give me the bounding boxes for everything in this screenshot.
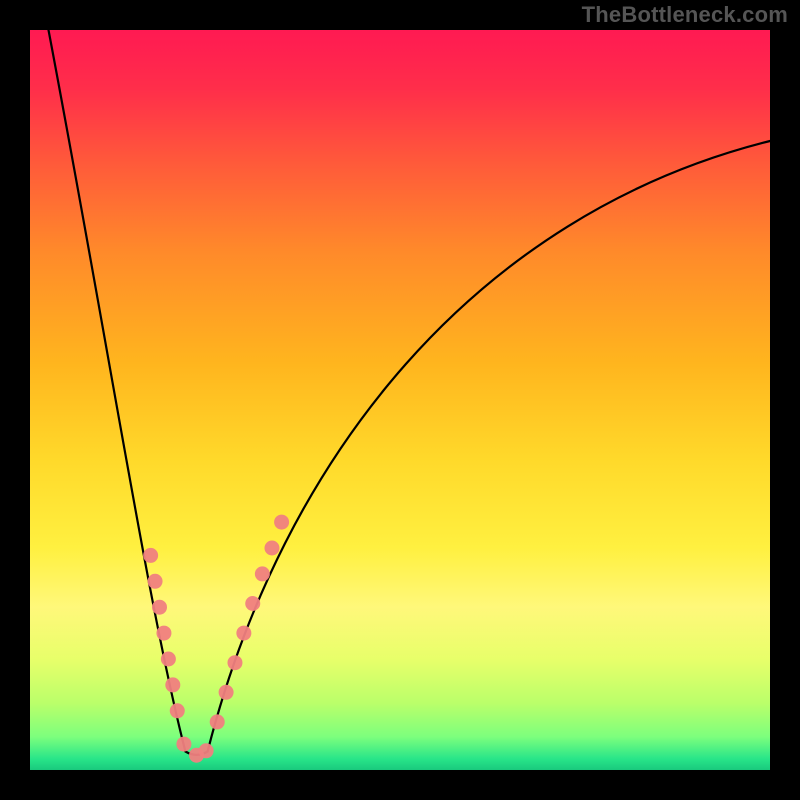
data-marker <box>255 566 270 581</box>
data-marker <box>227 655 242 670</box>
data-marker <box>245 596 260 611</box>
plot-area <box>30 30 770 770</box>
data-marker <box>264 541 279 556</box>
data-marker <box>210 714 225 729</box>
watermark-text: TheBottleneck.com <box>582 2 788 28</box>
data-marker <box>236 626 251 641</box>
chart-stage: TheBottleneck.com <box>0 0 800 800</box>
data-marker <box>219 685 234 700</box>
data-marker <box>148 574 163 589</box>
data-marker <box>161 652 176 667</box>
data-marker <box>170 703 185 718</box>
data-marker <box>176 737 191 752</box>
data-marker <box>199 743 214 758</box>
data-marker <box>156 626 171 641</box>
bottleneck-chart <box>0 0 800 800</box>
data-marker <box>165 677 180 692</box>
data-marker <box>152 600 167 615</box>
data-marker <box>143 548 158 563</box>
data-marker <box>274 515 289 530</box>
